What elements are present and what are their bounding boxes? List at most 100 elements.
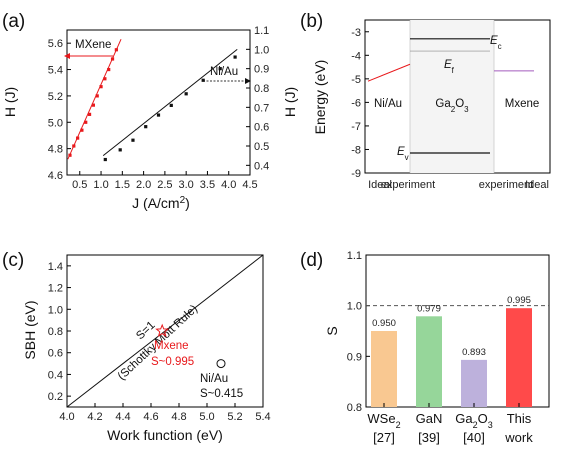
- panel-c-ylabel: SBH (eV): [22, 300, 38, 359]
- panel-b-ga2o3-region: [410, 20, 494, 173]
- panel-a-point-0: [103, 77, 107, 81]
- panel-b-ytick-label: -7: [351, 121, 361, 133]
- panel-a-ytick-left-label: 5.4: [48, 65, 63, 77]
- panel-d-ytick-label: 0.8: [347, 402, 362, 414]
- panel-d-ytick-label: 1.1: [347, 250, 362, 262]
- panel-b-ytick-label: -3: [351, 27, 361, 39]
- panel-a-point-1: [218, 67, 222, 71]
- panel-a-point-1: [184, 92, 188, 96]
- panel-a-xlabel: J (A/cm2): [132, 195, 190, 212]
- panel-d-ytick-label: 1.0: [347, 301, 362, 313]
- panel-c-ytick-label: 0.8: [48, 326, 63, 338]
- panel-a-xtick-label: 2.5: [157, 179, 172, 191]
- panel-c-point-mxene: [155, 323, 170, 337]
- panel-a-point-1: [118, 148, 122, 152]
- panel-b-ytick-label: -6: [351, 97, 361, 109]
- panel-d-ytick-label: 0.9: [347, 351, 362, 363]
- panel-a-point-0: [114, 48, 118, 52]
- panel-a-point-0: [87, 112, 92, 116]
- panel-d-category-label: WSe2: [367, 411, 400, 430]
- panel-a-ylabel-right: H (J): [282, 87, 298, 117]
- panel-d-chart: S 0.8 0.9 1.0 1.1 0.950 WSe2[27] 0.979 GaN [39] 0…: [324, 250, 550, 445]
- panel-c-xtick-label: 4.6: [143, 411, 158, 423]
- panel-c-ytick-label: 0.6: [48, 348, 63, 360]
- panel-a-niau-label: Ni/Au: [210, 66, 238, 78]
- panel-b-chart: Energy (eV) Ni/Au Ga2O3 Mxene Ec Ef Ev -…: [312, 19, 551, 191]
- panel-c-xtick-label: 4.4: [115, 411, 130, 423]
- panel-a-ytick-right-label: 1.1: [254, 25, 269, 37]
- panel-a-ytick-left-label: 5.2: [48, 91, 63, 103]
- panel-d-frame: [365, 254, 550, 408]
- panel-b-region-niau: Ni/Au: [374, 98, 402, 110]
- panel-a-ytick-right-label: 0.9: [254, 64, 269, 76]
- panel-a-ytick-left-label: 4.6: [48, 170, 63, 182]
- panel-b-xtick-label: experiment: [381, 179, 435, 191]
- panel-c-niau-label-2: S~0.415: [200, 388, 243, 400]
- panel-a-ytick-left-label: 5.0: [48, 117, 63, 129]
- panel-a-ytick-right-label: 0.4: [254, 160, 269, 172]
- panel-b-ytick-label: -9: [351, 168, 361, 180]
- panel-a-point-0: [76, 136, 80, 140]
- panel-a-mxene-arrowhead: [64, 53, 70, 59]
- panel-b-niau-level: [367, 63, 411, 82]
- panel-c-niau-label-1: Ni/Au: [200, 373, 228, 385]
- panel-c-point-niau: [216, 359, 226, 369]
- panel-d-bar: [506, 308, 532, 407]
- panel-a-point-0: [99, 85, 103, 89]
- panel-c-xtick-label: 5.2: [227, 411, 242, 423]
- panel-a-ylabel-left: H (J): [2, 87, 18, 117]
- panel-a-niau-arrowhead: [245, 78, 251, 84]
- panel-a-fit-line-1: [102, 48, 238, 157]
- panel-a-point-1: [144, 125, 148, 129]
- panel-c-xtick-label: 4.8: [171, 411, 186, 423]
- panel-b-xtick-label: experiment: [479, 179, 533, 191]
- panel-a-xtick-label: 0.5: [72, 179, 87, 191]
- panel-d-bar: [461, 359, 487, 407]
- panel-c-xtick-label: 5.4: [255, 411, 270, 423]
- panel-label-b: (b): [300, 11, 323, 32]
- panel-a-point-1: [169, 103, 173, 107]
- panel-d-bar: [416, 316, 442, 407]
- panel-c-xlabel: Work function (eV): [107, 427, 223, 443]
- panel-a-point-0: [72, 144, 76, 148]
- panel-d-category-label: GaN: [416, 411, 443, 426]
- panel-a-point-1: [156, 113, 161, 117]
- panel-b-ytick-label: -4: [351, 50, 361, 62]
- panel-a-xtick-label: 2.0: [136, 179, 151, 191]
- panel-b-ylabel: Energy (eV): [312, 60, 328, 135]
- panel-label-c: (c): [2, 250, 24, 271]
- panel-c-mxene-label-1: Mxene: [154, 340, 189, 352]
- panel-a-point-0: [110, 57, 115, 61]
- panel-b-ytick-label: -8: [351, 144, 361, 156]
- panel-c-ytick-label: 0.4: [48, 369, 63, 381]
- panel-d-value-label: 0.950: [372, 318, 396, 329]
- panel-a-point-0: [107, 67, 111, 72]
- panel-a-point-0: [95, 94, 99, 98]
- panel-a-ytick-right-label: 0.6: [254, 122, 269, 134]
- panel-a-point-1: [201, 78, 205, 82]
- panel-d-ylabel: S: [324, 326, 340, 335]
- panel-a-ytick-left-label: 5.6: [48, 38, 63, 50]
- panel-c-ytick-label: 1.4: [48, 261, 63, 273]
- panel-b-ytick-label: -5: [351, 74, 361, 86]
- panel-c-mxene-label-2: S~0.995: [151, 356, 194, 368]
- panel-a-point-0: [68, 153, 72, 157]
- panel-a-point-0: [80, 128, 84, 132]
- panel-a-xtick-label: 1.0: [93, 179, 108, 191]
- panel-d-category-label: This: [507, 411, 532, 426]
- panel-b-ev-label: Ev: [397, 146, 409, 162]
- panel-d-category-ref: work: [504, 430, 533, 445]
- panel-a-xtick-label: 4.0: [221, 179, 236, 191]
- panel-a-frame: [66, 29, 251, 176]
- panel-b-region-ga2o3: Ga2O3: [435, 98, 469, 114]
- panel-d-bar: [371, 331, 397, 407]
- panel-a-point-1: [103, 157, 107, 162]
- panel-c-xtick-label: 4.2: [87, 411, 102, 423]
- panel-a-xtick-label: 4.5: [242, 179, 257, 191]
- panel-b-xtick-label: Ideal: [368, 179, 392, 191]
- panel-a-mxene-label: MXene: [75, 39, 111, 51]
- panel-c-chart: SBH (eV) Work function (eV) S=1 (Schottk…: [22, 254, 271, 443]
- panel-a-xtick-label: 3.0: [179, 179, 194, 191]
- panel-d-value-label: 0.995: [507, 295, 531, 306]
